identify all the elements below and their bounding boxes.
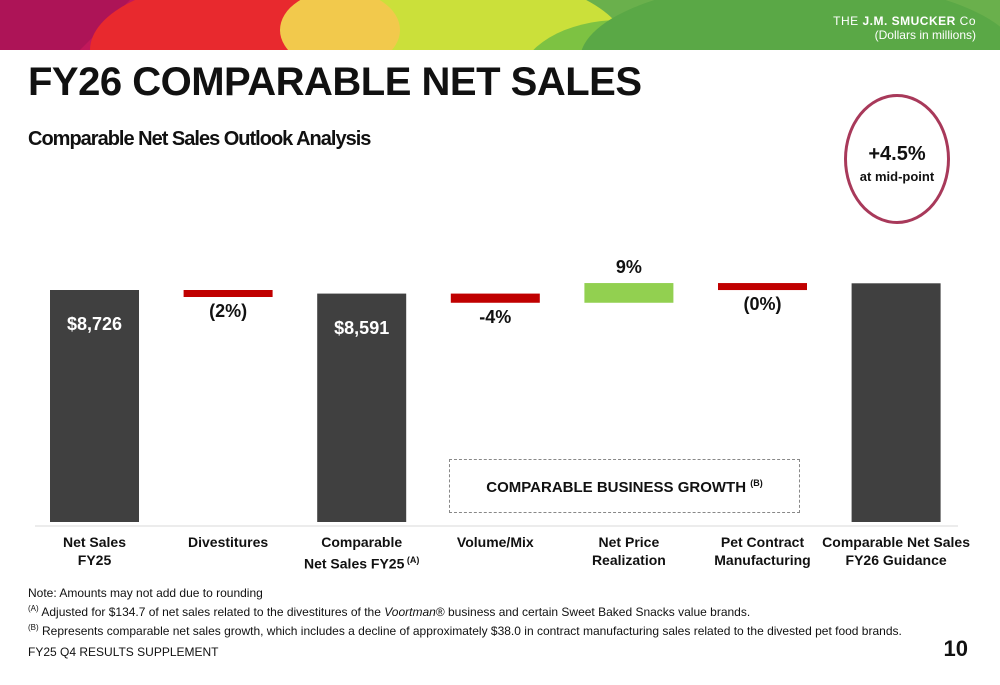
category-label-5: Pet Contract Manufacturing xyxy=(714,534,811,568)
bar-5-negative xyxy=(718,283,807,291)
category-label-4: Net Price Realization xyxy=(591,534,666,568)
bar-2-total xyxy=(317,293,407,522)
data-label-0: $8,726 xyxy=(66,314,123,334)
units-note: (Dollars in millions) xyxy=(874,28,976,42)
callout-value: +4.5% xyxy=(868,143,926,165)
logo-name: J.M. SMUCKER xyxy=(862,14,956,28)
footnote-a: (A) Adjusted for $134.7 of net sales rel… xyxy=(28,604,751,619)
data-label-1: (2%) xyxy=(209,301,248,321)
header-banner: THE J.M. SMUCKER Co (Dollars in millions… xyxy=(0,0,1000,50)
footnote-rounding: Note: Amounts may not add due to roundin… xyxy=(28,586,263,600)
bar-0-total xyxy=(50,290,139,522)
bar-6-total xyxy=(851,283,941,522)
bar-1-negative xyxy=(183,290,273,297)
footnotes: Note: Amounts may not add due to roundin… xyxy=(28,585,902,639)
category-label-2: Comparable Net Sales FY25 (A) xyxy=(303,534,420,572)
logo-prefix: THE xyxy=(833,14,859,28)
footnote-b: (B) Represents comparable net sales grow… xyxy=(28,623,902,638)
data-label-4: 9% xyxy=(615,257,642,278)
chart-subtitle: Comparable Net Sales Outlook Analysis xyxy=(28,128,371,150)
data-label-5: (0%) xyxy=(743,294,782,315)
page-number: 10 xyxy=(943,636,968,661)
data-label-3: -4% xyxy=(479,306,512,327)
comparable-business-growth-box: COMPARABLE BUSINESS GROWTH (B) xyxy=(449,459,800,513)
page-title: FY26 COMPARABLE NET SALES xyxy=(28,60,642,104)
callout-note: at mid-point xyxy=(859,169,935,184)
bar-3-negative xyxy=(450,293,540,303)
data-label-2: $8,591 xyxy=(334,317,390,338)
company-logo: THE J.M. SMUCKER Co (Dollars in millions… xyxy=(833,14,976,42)
bar-4-positive xyxy=(584,283,674,303)
category-label-6: Comparable Net Sales FY26 Guidance xyxy=(822,534,971,568)
category-label-0: Net Sales FY25 xyxy=(62,534,127,568)
comparable-business-growth-label: COMPARABLE BUSINESS GROWTH (B) xyxy=(486,478,763,496)
category-label-3: Volume/Mix xyxy=(456,534,534,550)
category-label-1: Divestitures xyxy=(188,534,269,550)
logo-suffix: Co xyxy=(959,14,976,28)
footer-label: FY25 Q4 RESULTS SUPPLEMENT xyxy=(28,645,219,659)
banner-graphic xyxy=(0,0,1000,50)
midpoint-callout: +4.5% at mid-point xyxy=(844,94,950,224)
